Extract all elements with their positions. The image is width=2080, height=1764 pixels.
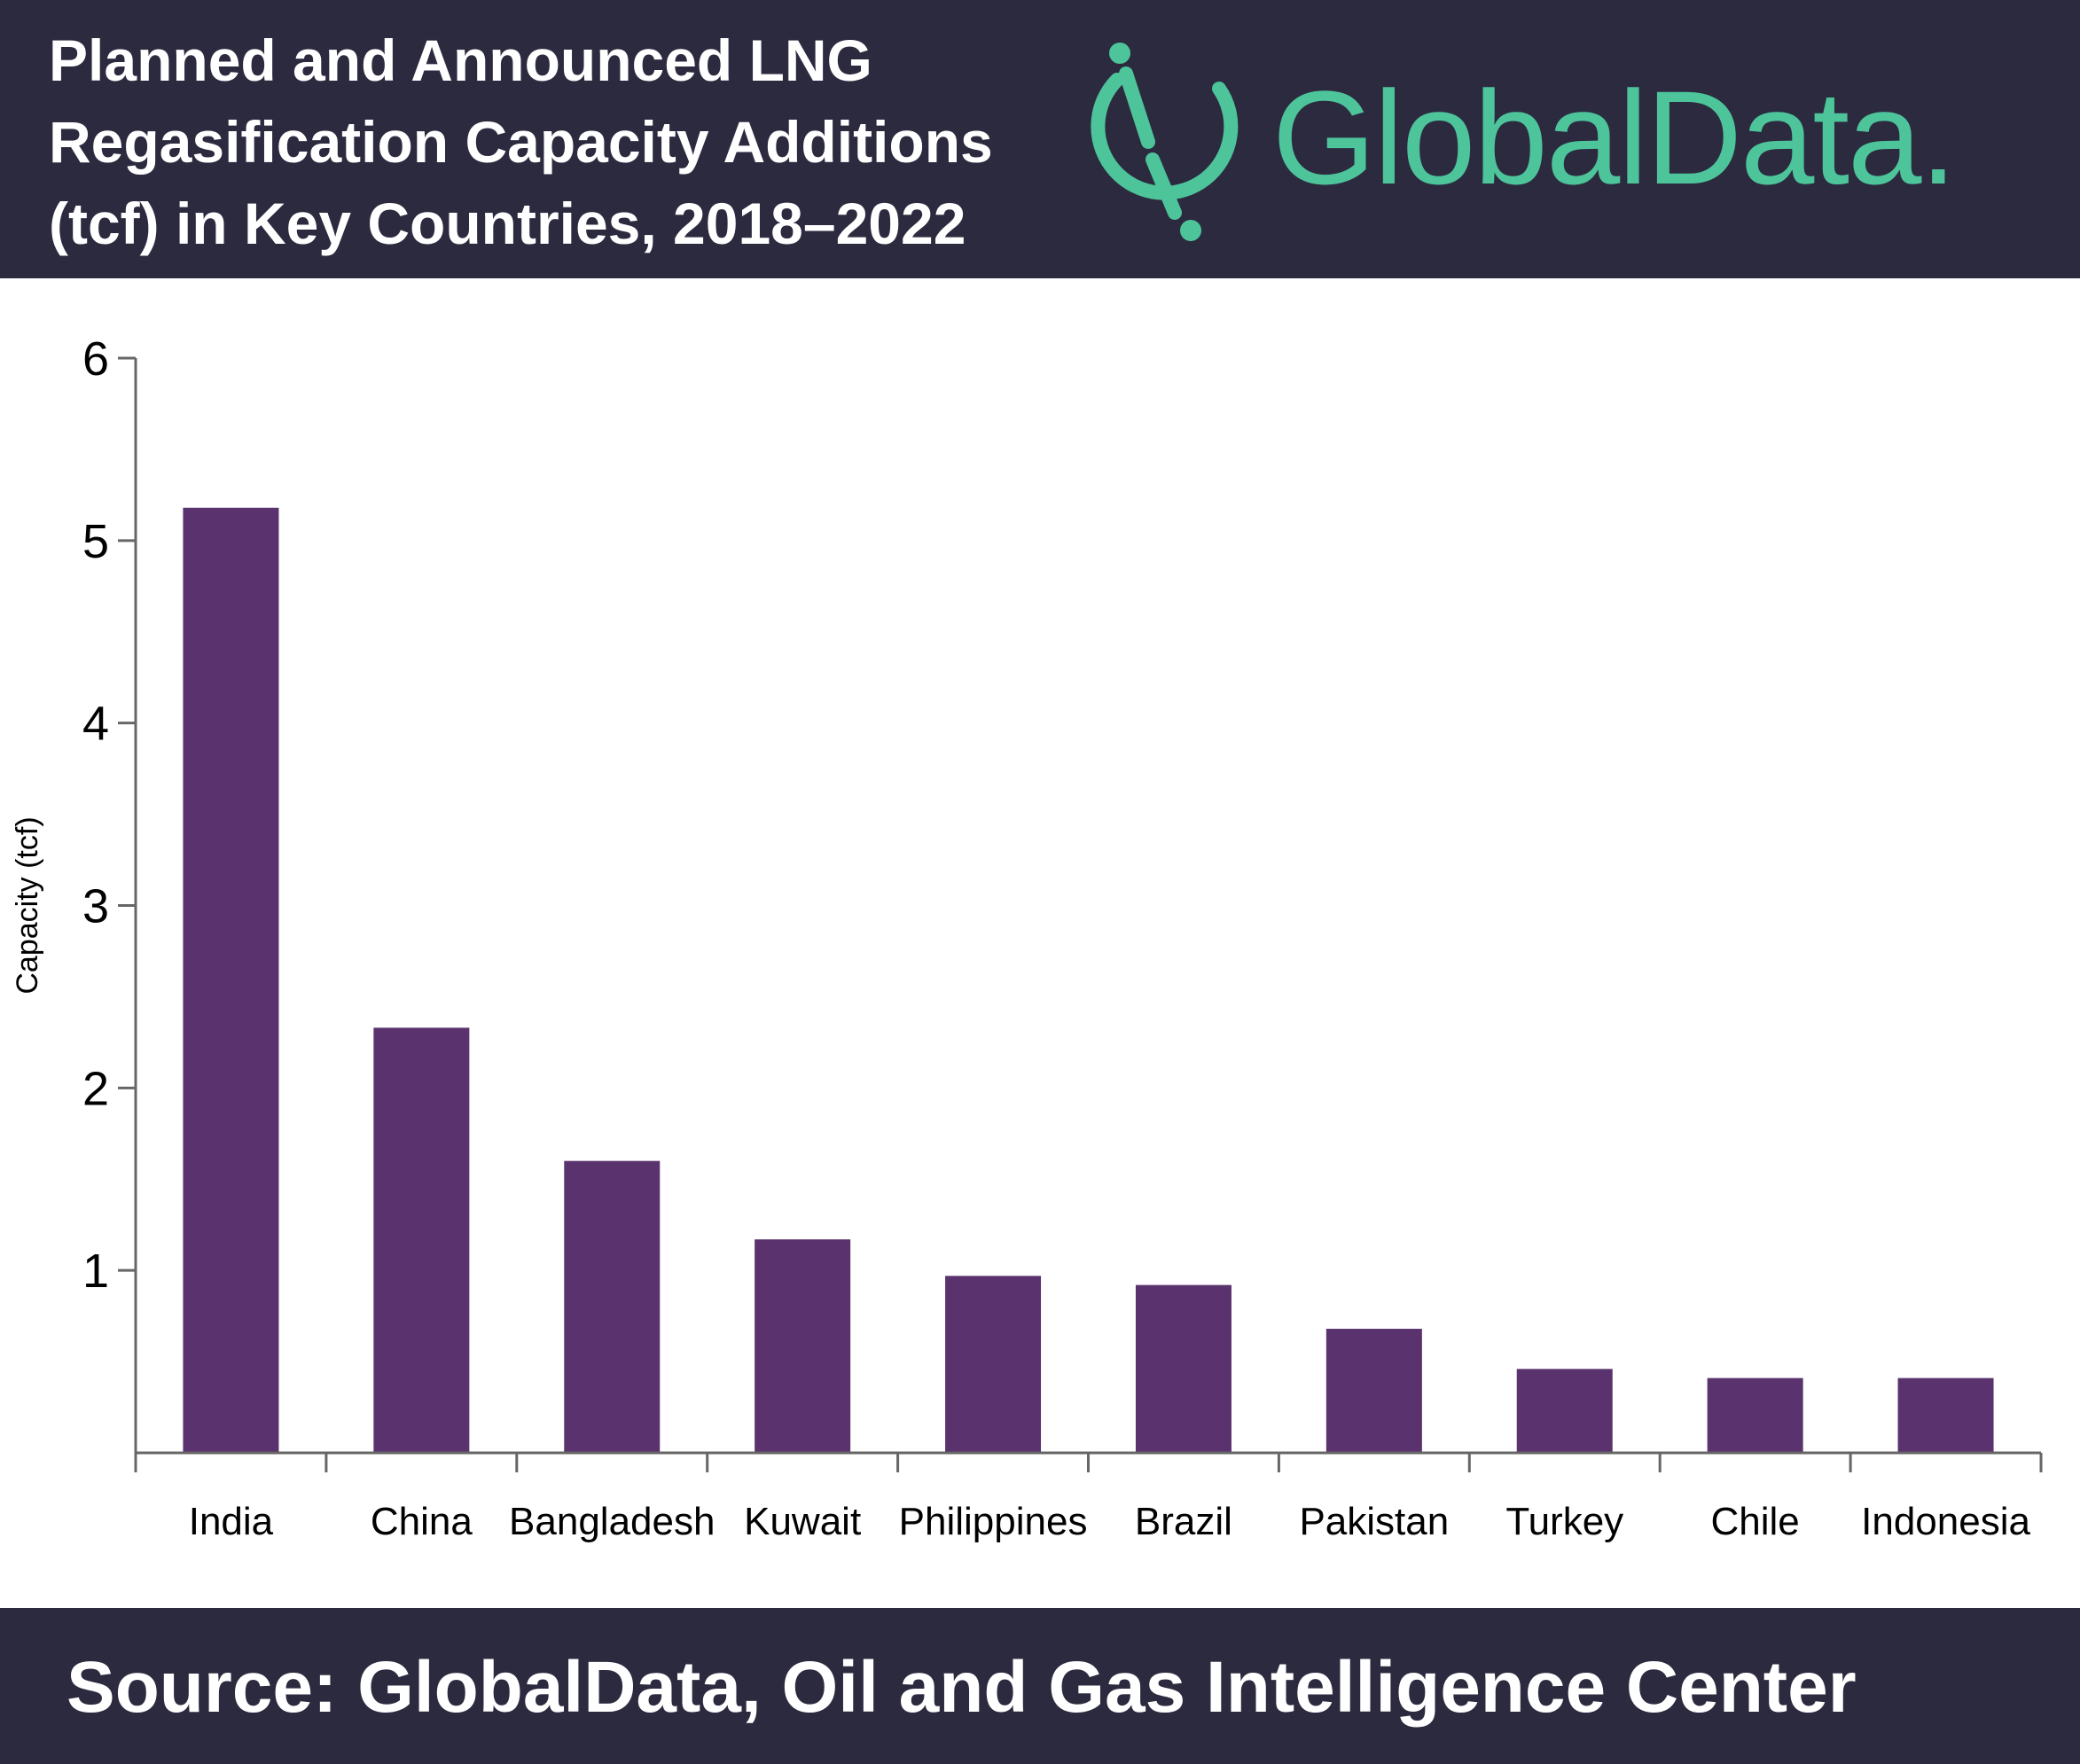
y-tick-label: 6: [82, 332, 109, 386]
bar-indonesia: [1897, 1378, 1994, 1453]
x-tick-label-indonesia: Indonesia: [1861, 1500, 2030, 1543]
title-line-3: (tcf) in Key Countries, 2018–2022: [49, 191, 966, 256]
globaldata-logo-mark-icon: [1091, 43, 1239, 241]
y-tick-label: 1: [82, 1245, 109, 1298]
x-tick-label-bangladesh: Bangladesh: [509, 1500, 715, 1543]
bar-china: [373, 1027, 470, 1453]
bar-turkey: [1516, 1369, 1613, 1453]
globaldata-logo: GlobalData.: [1077, 40, 2053, 244]
x-tick-label-chile: Chile: [1711, 1500, 1800, 1543]
bar-philippines: [945, 1276, 1042, 1453]
x-tick-label-pakistan: Pakistan: [1299, 1500, 1449, 1543]
chart-title: Planned and Announced LNG Regasification…: [49, 20, 1042, 264]
bar-chart: 1 2 3 4 5 6 India China Bangladesh Kuwait Philipp…: [11, 332, 2043, 1543]
x-tick-label-kuwait: Kuwait: [744, 1500, 861, 1543]
y-axis-label: Capacity (tcf): [11, 816, 44, 994]
logo-wordmark: GlobalData.: [1272, 63, 1957, 212]
title-line-2: Regasification Capacity Additions: [49, 109, 993, 175]
bar-brazil: [1135, 1284, 1232, 1453]
y-tick-label: 5: [82, 515, 109, 568]
header-banner: Planned and Announced LNG Regasification…: [0, 0, 2080, 278]
footer-banner: Source: GlobalData, Oil and Gas Intellig…: [0, 1608, 2080, 1764]
x-tick-label-brazil: Brazil: [1135, 1500, 1232, 1543]
bar-bangladesh: [564, 1160, 661, 1453]
x-tick-label-china: China: [371, 1500, 473, 1543]
bar-kuwait: [755, 1239, 851, 1453]
y-tick-label: 4: [82, 698, 109, 751]
bar-chile: [1707, 1378, 1803, 1453]
y-tick-label: 2: [82, 1062, 109, 1115]
chart-area: 1 2 3 4 5 6 India China Bangladesh Kuwait Philipp…: [0, 278, 2080, 1608]
title-line-1: Planned and Announced LNG: [49, 27, 872, 93]
bar-india: [183, 507, 279, 1453]
bar-pakistan: [1325, 1329, 1422, 1453]
x-tick-label-philippines: Philippines: [899, 1500, 1088, 1543]
x-tick-label-turkey: Turkey: [1505, 1500, 1623, 1543]
y-tick-label: 3: [82, 880, 109, 933]
x-tick-label-india: India: [189, 1500, 274, 1543]
source-note: Source: GlobalData, Oil and Gas Intellig…: [66, 1647, 1857, 1728]
